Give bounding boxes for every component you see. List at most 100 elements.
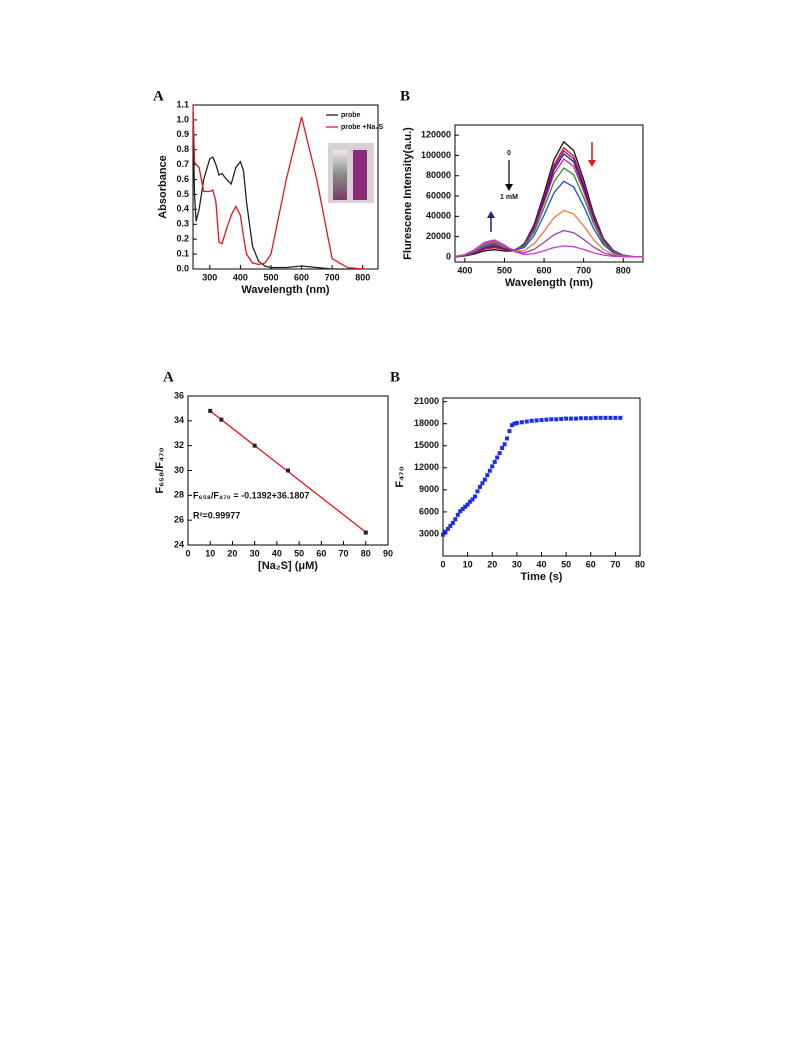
x-tick-label: 60 [316, 548, 326, 558]
y-tick-label: 32 [174, 440, 184, 450]
point [495, 455, 500, 460]
point [441, 532, 445, 537]
point [252, 443, 257, 448]
series-line [454, 239, 643, 258]
point [593, 415, 598, 420]
point [505, 436, 510, 441]
y-tick-label: 12000 [414, 462, 439, 472]
arrow-head [505, 184, 513, 191]
point [514, 420, 519, 425]
y-tick-label: 34 [174, 415, 184, 425]
point [497, 451, 502, 456]
y-tick-label: 0.1 [176, 248, 189, 258]
y-tick-label: 80000 [426, 170, 451, 180]
panel-label: A [163, 369, 174, 385]
y-axis-title: F₆₅₈/F₄₇₀ [154, 447, 166, 493]
x-axis-title: Time (s) [521, 571, 563, 583]
x-tick-label: 500 [497, 265, 512, 275]
x-tick-label: 400 [233, 272, 248, 282]
point [465, 502, 470, 507]
x-axis-title: Wavelength (nm) [505, 277, 594, 289]
y-axis-title: F₄₇₀ [394, 466, 406, 487]
point [573, 416, 578, 421]
x-tick-label: 800 [355, 272, 370, 282]
y-tick-label: 0.4 [176, 204, 189, 214]
x-tick-label: 800 [616, 265, 631, 275]
point [534, 418, 539, 423]
y-tick-label: 24 [174, 539, 184, 549]
x-tick-label: 50 [561, 559, 571, 569]
y-tick-label: 0.2 [176, 234, 189, 244]
y-tick-label: 40000 [426, 211, 451, 221]
annotation: F₆₅₈/F₄₇₀ = -0.1392+36.1807 [193, 490, 309, 500]
point [208, 408, 213, 413]
arrow-head [487, 211, 495, 218]
legend-label: probe +Na₂S [341, 124, 384, 131]
y-tick-label: 0.9 [176, 129, 189, 139]
x-tick-label: 60 [586, 559, 596, 569]
y-tick-label: 0.6 [176, 174, 189, 184]
y-tick-label: 1.1 [176, 99, 189, 109]
point [583, 416, 588, 421]
point [463, 504, 468, 509]
point [475, 489, 480, 494]
x-tick-label: 30 [512, 559, 522, 569]
point [492, 459, 497, 464]
x-tick-label: 20 [227, 548, 237, 558]
y-tick-label: 0.7 [176, 159, 189, 169]
series-line [454, 180, 644, 258]
y-tick-label: 15000 [414, 440, 439, 450]
point [588, 416, 593, 421]
point [544, 417, 549, 422]
panel-label: B [390, 369, 400, 385]
x-tick-label: 600 [537, 265, 552, 275]
y-tick-label: 120000 [421, 130, 451, 140]
point [480, 481, 485, 486]
point [603, 415, 608, 420]
point [502, 442, 507, 447]
point [618, 415, 623, 420]
y-tick-label: 9000 [419, 484, 439, 494]
point [539, 418, 544, 423]
x-tick-label: 0 [185, 548, 190, 558]
point [598, 415, 603, 420]
inset-vial [353, 150, 367, 200]
y-tick-label: 0 [446, 251, 451, 261]
y-tick-label: 0.3 [176, 219, 189, 229]
y-axis-title: Flurescene Intensity(a.u.) [402, 127, 414, 260]
point [448, 523, 453, 528]
point [519, 420, 524, 425]
point [529, 418, 534, 423]
x-tick-label: 50 [294, 548, 304, 558]
y-tick-label: 18000 [414, 418, 439, 428]
y-tick-label: 28 [174, 490, 184, 500]
arrow-head [588, 160, 596, 167]
series-line [192, 112, 363, 270]
point [524, 419, 529, 424]
panel-label: A [153, 88, 164, 104]
x-tick-label: 70 [610, 559, 620, 569]
point [458, 509, 463, 514]
annotation: 0 [507, 150, 511, 157]
annotation: R²=0.99977 [193, 510, 240, 520]
x-tick-label: 80 [635, 559, 645, 569]
point [460, 506, 465, 511]
y-tick-label: 100000 [421, 150, 451, 160]
x-tick-label: 90 [383, 548, 393, 558]
point [473, 494, 478, 499]
y-tick-label: 26 [174, 515, 184, 525]
point [445, 526, 450, 531]
y-tick-label: 0.5 [176, 189, 189, 199]
x-tick-label: 70 [339, 548, 349, 558]
series-line [454, 229, 644, 258]
point [608, 415, 613, 420]
annotation: 1 mM [500, 194, 518, 201]
x-tick-label: 600 [294, 272, 309, 282]
y-tick-label: 30 [174, 465, 184, 475]
x-tick-label: 40 [536, 559, 546, 569]
x-tick-label: 400 [457, 265, 472, 275]
series-line [454, 146, 644, 258]
point [549, 417, 554, 422]
point [490, 464, 495, 469]
